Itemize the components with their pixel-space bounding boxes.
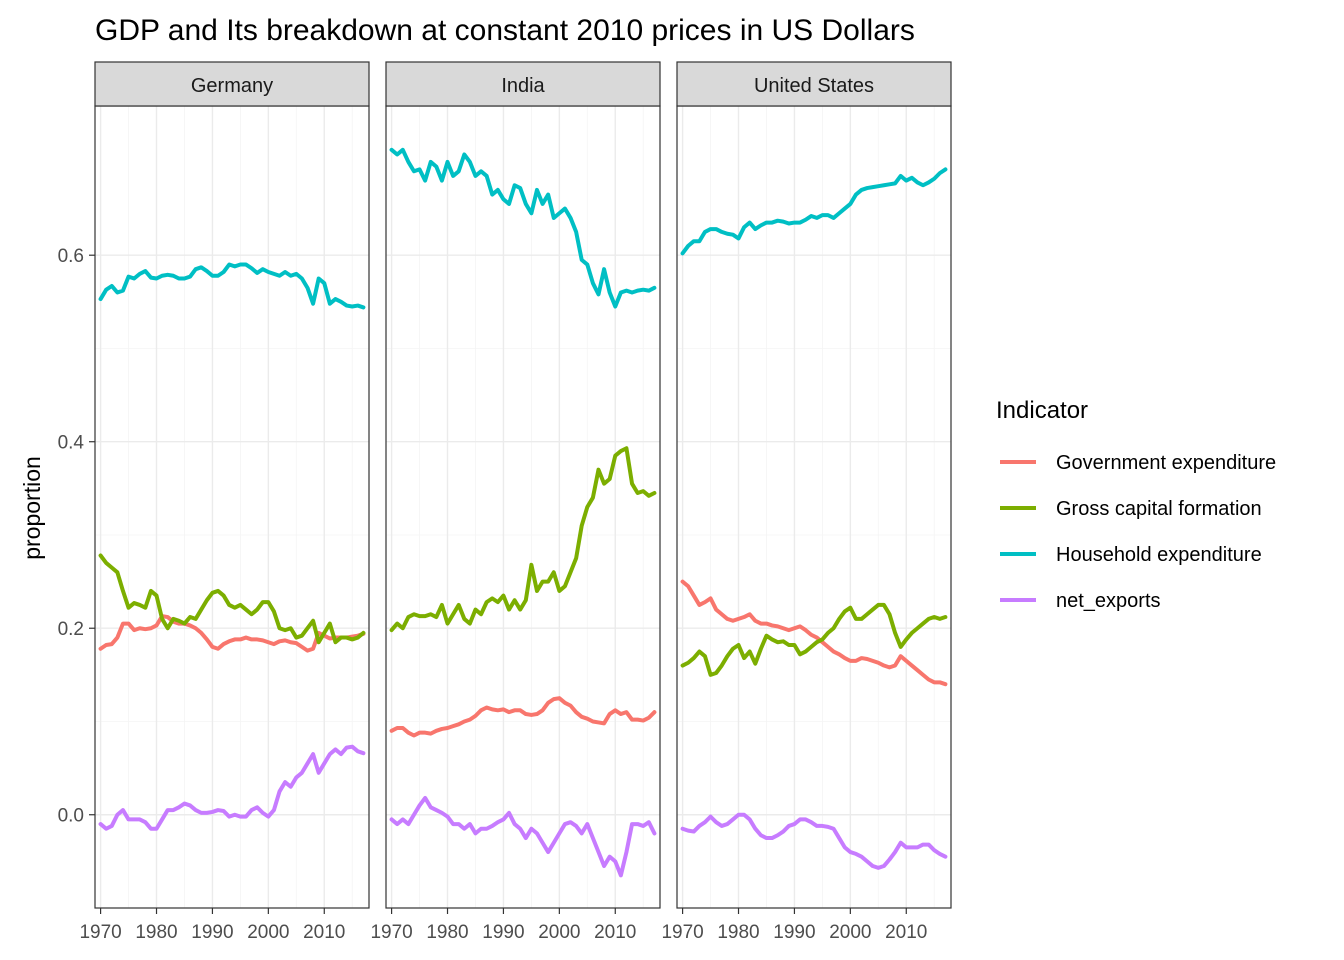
series-line-government-expenditure (98, 614, 366, 653)
panel-background (95, 106, 369, 908)
x-tick-label: 1980 (426, 922, 468, 943)
x-tick-label: 1970 (370, 922, 412, 943)
x-tick-label: 1990 (773, 922, 815, 943)
x-tick-label: 1980 (135, 922, 177, 943)
y-tick-label: 0.4 (58, 433, 85, 454)
facet-strip-label: India (501, 75, 545, 97)
panel-germany: Germany 1970 1980 1990 2000 2010 0.0 0.2 0.4 0.6 (58, 61, 370, 943)
legend-item-household-expenditure: Household expenditure (1000, 544, 1262, 566)
series-line-gross-capital-formation (680, 602, 948, 677)
chart-title: GDP and Its breakdown at constant 2010 p… (95, 14, 915, 47)
x-tick-label: 1970 (661, 922, 703, 943)
facet-strip (385, 61, 661, 107)
facet-strip-label: Germany (191, 75, 273, 97)
x-tick-label: 2010 (594, 922, 636, 943)
x-tick-label: 2000 (247, 922, 289, 943)
series-line-net-exports (680, 812, 948, 870)
panel-united-states: United States 1970 1980 1990 2000 2010 (661, 61, 952, 943)
x-tick-label: 2010 (885, 922, 927, 943)
y-tick-label: 0.2 (58, 619, 84, 640)
facet-strip (94, 61, 370, 107)
series-line-net-exports (98, 744, 366, 831)
facet-strip (676, 61, 952, 107)
panel-india: India 1970 1980 1990 2000 2010 (370, 61, 661, 943)
y-axis-label: proportion (19, 456, 45, 560)
x-tick-label: 2010 (303, 922, 345, 943)
legend-item-government-expenditure: Government expenditure (1000, 452, 1276, 474)
legend-title: Indicator (996, 397, 1088, 424)
y-tick-label: 0.6 (58, 246, 84, 267)
panel-background (386, 106, 660, 908)
x-tick-label: 2000 (538, 922, 580, 943)
series-line-net-exports (389, 795, 657, 878)
legend-label: Gross capital formation (1056, 498, 1262, 520)
series-line-government-expenditure (389, 696, 657, 738)
series-line-gross-capital-formation (389, 446, 657, 633)
y-tick-label: 0.0 (58, 806, 84, 827)
legend-item-gross-capital-formation: Gross capital formation (1000, 498, 1262, 520)
panels-layer: Germany 1970 1980 1990 2000 2010 0.0 0.2 0.4 0.6 I… (58, 61, 952, 943)
x-tick-label: 1980 (717, 922, 759, 943)
panel-background (677, 106, 951, 908)
series-line-household-expenditure (98, 262, 366, 310)
x-tick-label: 2000 (829, 922, 871, 943)
x-tick-label: 1970 (79, 922, 121, 943)
facet-strip-label: United States (754, 75, 874, 97)
x-tick-label: 1990 (482, 922, 524, 943)
legend-label: Government expenditure (1056, 452, 1276, 474)
series-line-gross-capital-formation (98, 553, 366, 645)
legend-item-net-exports: net_exports (1000, 590, 1161, 612)
series-line-household-expenditure (389, 147, 657, 309)
legend-label: Household expenditure (1056, 544, 1262, 566)
legend-label: net_exports (1056, 590, 1161, 612)
series-line-household-expenditure (680, 167, 948, 256)
x-tick-label: 1990 (191, 922, 233, 943)
legend: Indicator Government expenditure Gross ca… (996, 397, 1276, 612)
series-line-government-expenditure (680, 579, 948, 687)
